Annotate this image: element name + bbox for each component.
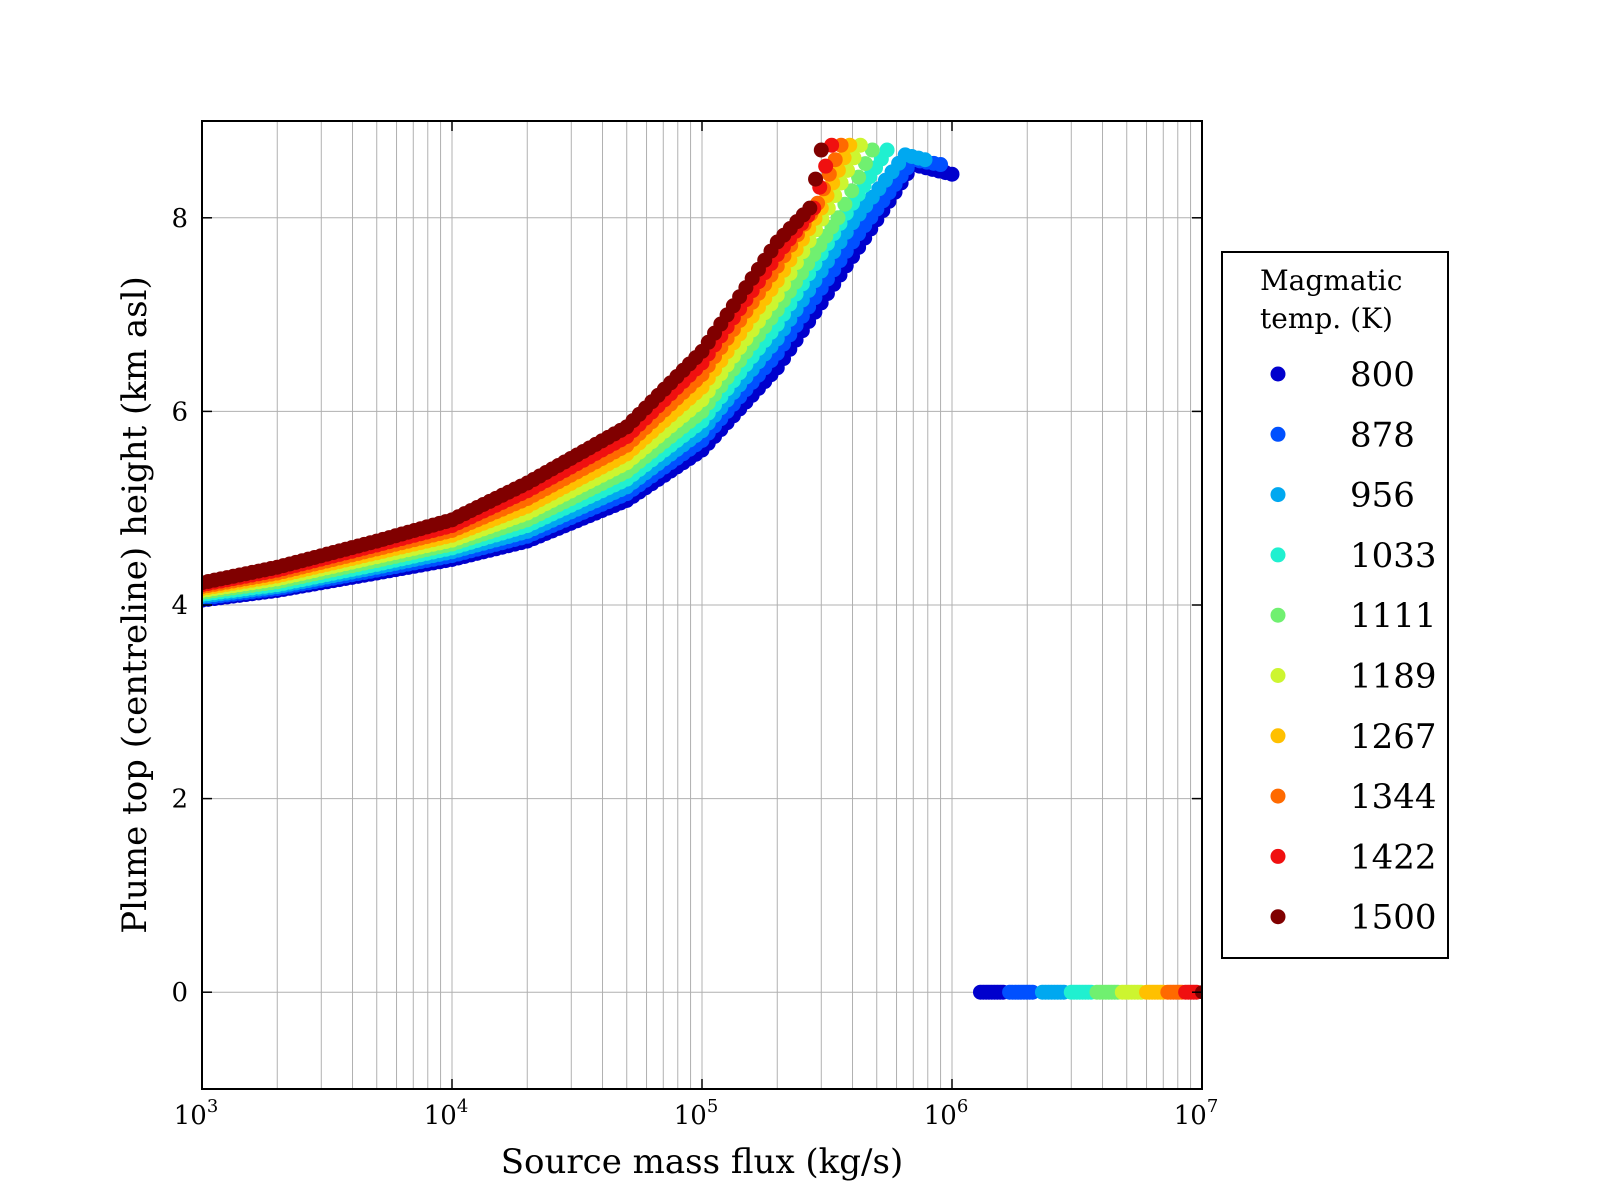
legend-marker <box>1270 848 1286 864</box>
data-points <box>202 137 1202 1000</box>
data-point <box>879 142 895 158</box>
legend-label: 1422 <box>1350 837 1437 877</box>
series-878 <box>1002 984 1041 1000</box>
data-point <box>813 142 829 158</box>
legend-label: 1111 <box>1350 596 1437 636</box>
legend-marker <box>1270 728 1286 744</box>
data-point <box>837 196 853 212</box>
legend-marker <box>1270 547 1286 563</box>
legend-label: 1267 <box>1350 717 1437 757</box>
legend-label: 1344 <box>1350 777 1437 817</box>
data-point <box>857 156 873 172</box>
legend-label: 800 <box>1350 355 1415 395</box>
data-point <box>808 171 824 187</box>
legend-box <box>1221 251 1449 959</box>
data-point <box>830 210 846 226</box>
data-point <box>917 152 933 168</box>
legend-label: 878 <box>1350 415 1415 455</box>
legend-marker <box>1270 607 1286 623</box>
legend-items: 800 878 956 1033 1111 1189 1267 1344 1422 1500 <box>1270 355 1437 938</box>
series-800 <box>972 984 1011 1000</box>
legend-marker <box>1270 668 1286 683</box>
legend-label: 1189 <box>1350 657 1437 697</box>
data-point <box>933 157 949 173</box>
y-tick-label: 2 <box>171 785 188 815</box>
legend-marker <box>1270 366 1286 382</box>
legend-label: 956 <box>1350 476 1415 516</box>
data-point <box>818 158 834 174</box>
data-point <box>852 137 868 153</box>
axis-ticks <box>201 121 1203 1089</box>
legend-title-line-2: temp. (K) <box>1260 302 1393 335</box>
legend: Magmatic temp. (K) 800 878 956 1033 1111 1189… <box>1221 251 1449 959</box>
data-point <box>944 166 960 182</box>
x-tick-labels: 103 104 105 106 107 <box>174 1096 1219 1131</box>
data-point <box>844 183 860 199</box>
legend-label: 1033 <box>1350 536 1437 576</box>
legend-title-line-1: Magmatic <box>1260 264 1402 297</box>
series-1500 <box>202 142 829 591</box>
legend-marker <box>1270 426 1286 442</box>
y-tick-label: 0 <box>171 978 188 1008</box>
legend-marker <box>1270 487 1286 503</box>
data-point <box>802 200 818 216</box>
x-tick-label: 106 <box>924 1096 969 1131</box>
data-point <box>851 169 867 185</box>
x-tick-label: 103 <box>174 1096 219 1131</box>
x-tick-label: 104 <box>424 1096 469 1131</box>
legend-label: 1500 <box>1350 898 1437 938</box>
legend-marker <box>1270 909 1286 925</box>
y-tick-label: 8 <box>171 204 188 234</box>
y-tick-label: 4 <box>171 591 188 621</box>
y-tick-label: 6 <box>171 397 188 427</box>
y-axis-title: Plume top (centreline) height (km asl) <box>115 276 155 934</box>
x-tick-label: 105 <box>674 1096 719 1131</box>
x-tick-label: 107 <box>1174 1096 1219 1131</box>
data-point <box>864 142 880 158</box>
y-tick-labels: 0 2 4 6 8 <box>171 204 188 1008</box>
x-axis-title: Source mass flux (kg/s) <box>501 1142 903 1182</box>
legend-marker <box>1270 788 1286 804</box>
